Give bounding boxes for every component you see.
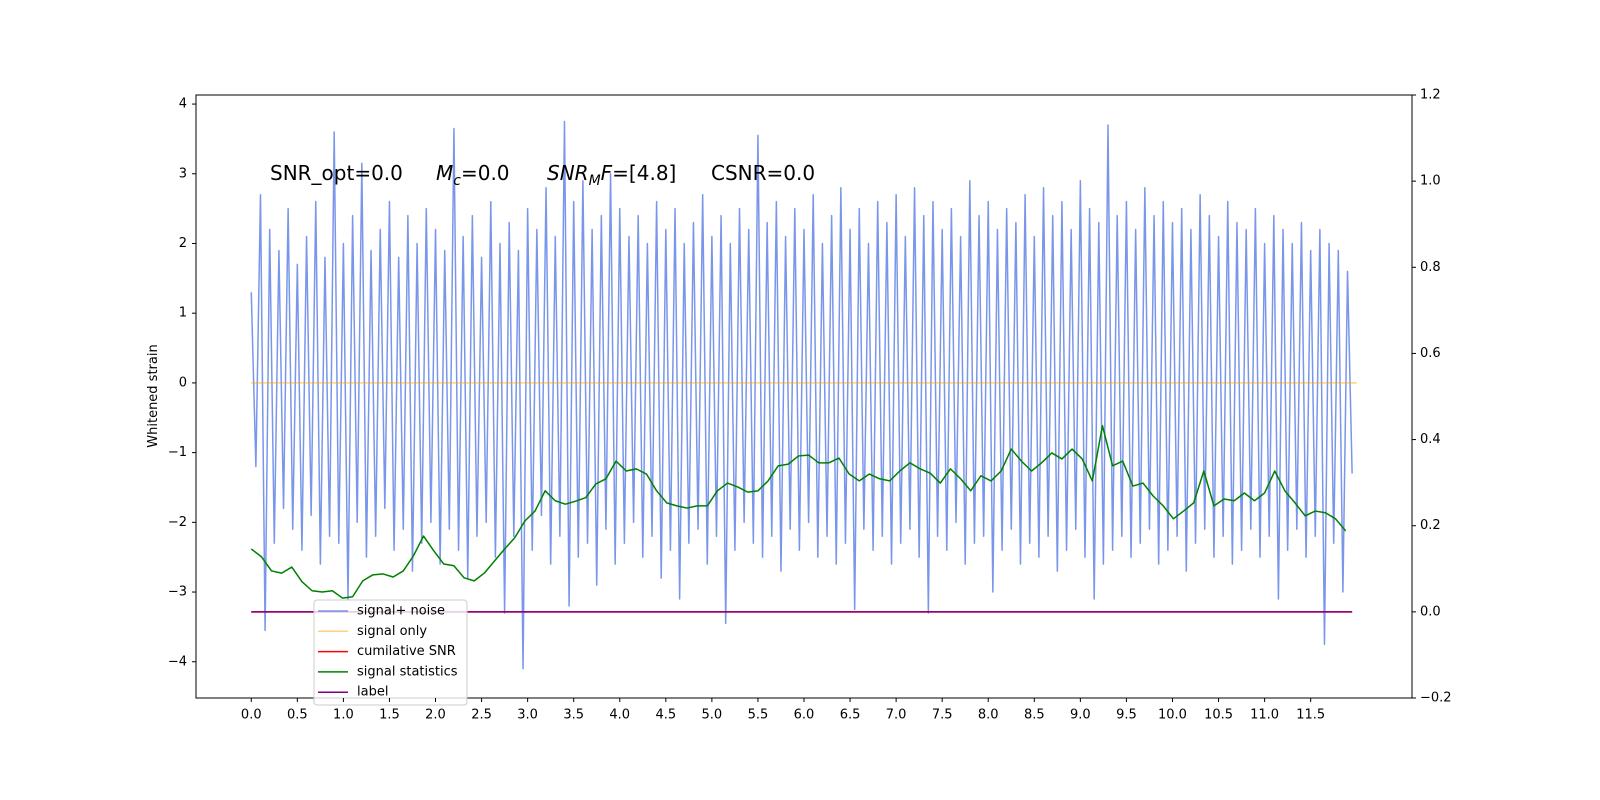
annotation: Mc=0.0 — [436, 161, 510, 189]
y-tick-label: −2 — [168, 515, 187, 530]
series-line — [250, 120, 1353, 670]
y-tick-label: 0 — [179, 375, 187, 390]
y-axis-label: Whitened strain — [146, 344, 161, 447]
x-tick-label: 6.5 — [840, 708, 861, 723]
x-tick-label: 2.0 — [425, 708, 446, 723]
x-tick-label: 9.0 — [1070, 708, 1091, 723]
annotation-part: M — [436, 161, 453, 185]
y2-tick-label: 0.8 — [1420, 260, 1441, 275]
x-tick-label: 9.5 — [1116, 708, 1137, 723]
annotation-part: c — [453, 173, 461, 189]
y2-tick-label: 1.0 — [1420, 174, 1441, 189]
y2-tick-label: 1.2 — [1420, 88, 1441, 103]
legend-label: signal+ noise — [357, 604, 445, 619]
x-tick-label: 10.0 — [1158, 708, 1187, 723]
x-tick-label: 3.5 — [563, 708, 584, 723]
annotation: SNRMF=[4.8] — [547, 161, 676, 189]
y-tick-label: −4 — [168, 654, 187, 669]
y2-tick-label: 0.0 — [1420, 604, 1441, 619]
x-tick-label: 0.0 — [241, 708, 262, 723]
y-tick-label: 4 — [179, 97, 187, 112]
y-tick-label: 1 — [179, 306, 187, 321]
y-tick-label: 3 — [179, 166, 187, 181]
x-tick-label: 6.0 — [794, 708, 815, 723]
x-tick-label: 4.5 — [655, 708, 676, 723]
x-tick-label: 5.0 — [702, 708, 723, 723]
legend-box — [313, 599, 468, 706]
annotation-part: =[4.8] — [612, 161, 676, 185]
x-tick-label: 1.5 — [379, 708, 400, 723]
x-tick-label: 8.0 — [978, 708, 999, 723]
series-line — [250, 425, 1347, 599]
x-tick-label: 7.5 — [932, 708, 953, 723]
x-tick-label: 2.5 — [471, 708, 492, 723]
legend-label: cumilative SNR — [357, 644, 456, 659]
y-tick-label: −1 — [168, 445, 187, 460]
annotation: SNR_opt=0.0 — [270, 161, 403, 185]
annotation-part: SNR — [547, 161, 589, 185]
x-tick-label: 8.5 — [1024, 708, 1045, 723]
y2-tick-label: 0.4 — [1420, 432, 1441, 447]
x-tick-label: 10.5 — [1204, 708, 1233, 723]
x-tick-label: 11.0 — [1250, 708, 1279, 723]
y2-tick-label: 0.2 — [1420, 518, 1441, 533]
x-tick-label: 4.0 — [609, 708, 630, 723]
legend-label: signal only — [357, 624, 427, 639]
y2-tick-label: −0.2 — [1420, 691, 1452, 706]
y2-tick-label: 0.6 — [1420, 346, 1441, 361]
x-tick-label: 1.0 — [333, 708, 354, 723]
x-tick-label: 11.5 — [1296, 708, 1325, 723]
y-tick-label: −3 — [168, 585, 187, 600]
legend: signal+ noise signal only cumilative SNR si… — [313, 599, 468, 706]
annotation-part: =0.0 — [461, 161, 510, 185]
annotation-part: M — [589, 173, 601, 189]
annotation: CSNR=0.0 — [711, 161, 815, 185]
x-tick-label: 3.0 — [517, 708, 538, 723]
x-tick-label: 7.0 — [886, 708, 907, 723]
annotation-part: F — [601, 161, 613, 185]
x-tick-label: 5.5 — [748, 708, 769, 723]
legend-label: label — [357, 685, 388, 700]
legend-label: signal statistics — [357, 664, 458, 679]
x-tick-label: 0.5 — [287, 708, 308, 723]
y-tick-label: 2 — [179, 236, 187, 251]
